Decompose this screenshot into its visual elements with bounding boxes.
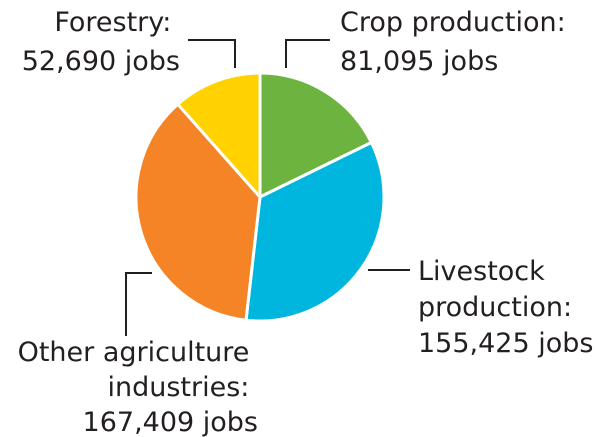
label-crop-production-line-1: Crop production: xyxy=(340,7,566,38)
label-other-agriculture-line-2: industries: xyxy=(108,372,250,403)
pie-slice-livestock-production xyxy=(244,141,386,323)
label-other-agriculture-line-1: Other agriculture xyxy=(18,337,250,368)
label-livestock-production: Livestock production: 155,425 jobs xyxy=(418,256,593,359)
label-crop-production-line-2: 81,095 jobs xyxy=(340,46,498,77)
label-livestock-production-line-2: production: xyxy=(418,292,572,323)
label-crop-production: Crop production: 81,095 jobs xyxy=(340,7,574,77)
label-forestry-line-1: Forestry: xyxy=(54,7,171,38)
label-forestry-line-2: 52,690 jobs xyxy=(22,46,180,77)
leader-line-crop-production xyxy=(285,39,330,68)
pie-slice-crop-production xyxy=(258,71,373,199)
pie-slices xyxy=(134,71,386,323)
label-livestock-production-line-3: 155,425 jobs xyxy=(418,328,593,359)
label-forestry: Forestry: 52,690 jobs xyxy=(22,7,180,77)
leader-line-forestry xyxy=(188,39,236,68)
label-other-agriculture: Other agriculture industries: 167,409 jo… xyxy=(18,337,258,437)
pie-slice-forestry xyxy=(176,71,262,199)
leader-line-other-agriculture xyxy=(125,272,152,336)
label-other-agriculture-line-3: 167,409 jobs xyxy=(83,407,258,437)
pie-slice-other-agriculture-industries xyxy=(134,102,262,322)
label-livestock-production-line-1: Livestock xyxy=(418,256,545,287)
